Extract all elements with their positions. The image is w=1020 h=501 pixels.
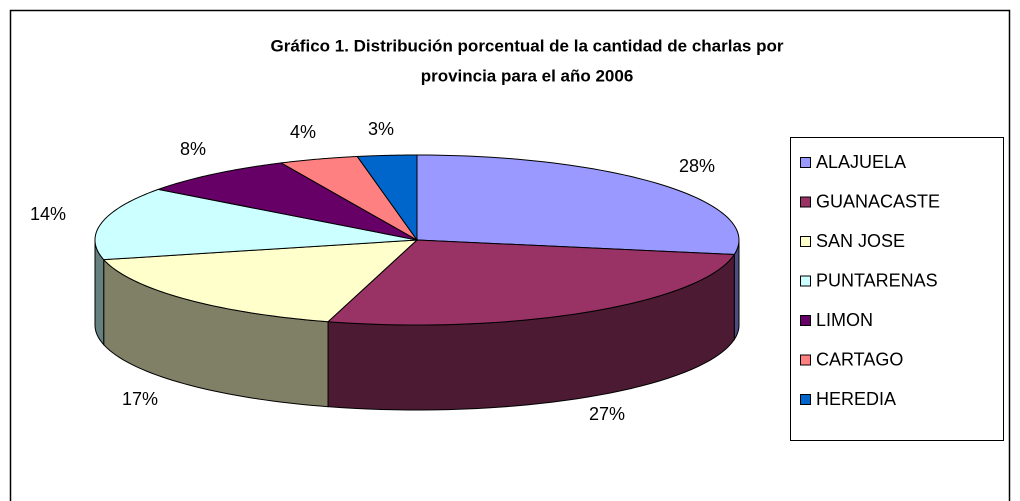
legend-label: ALAJUELA <box>816 152 906 172</box>
legend-swatch <box>800 354 811 366</box>
chart-title: Gráfico 1. Distribución porcentual de la… <box>271 36 784 55</box>
pie-slice <box>356 154 418 242</box>
legend-swatch <box>800 394 811 405</box>
legend-swatch <box>800 275 811 287</box>
legend-box <box>790 137 1004 441</box>
legend-label: PUNTARENAS <box>816 270 938 290</box>
legend-swatch <box>800 236 811 247</box>
data-label: 27% <box>589 404 625 424</box>
pie-slice <box>279 155 418 241</box>
chart-title: provincia para el año 2006 <box>421 66 634 85</box>
pie-slice <box>102 239 419 323</box>
pie-slice <box>326 239 736 326</box>
legend-label: SAN JOSE <box>816 231 905 251</box>
data-label: 8% <box>180 139 206 159</box>
data-label: 17% <box>122 389 158 409</box>
legend-swatch <box>800 196 811 208</box>
legend-label: GUANACASTE <box>816 191 940 211</box>
legend-label: HEREDIA <box>816 389 896 409</box>
legend-label: CARTAGO <box>816 349 903 369</box>
data-label: 3% <box>368 119 394 139</box>
legend-swatch <box>800 315 811 326</box>
pie-slice <box>94 188 418 261</box>
pie-slice <box>156 162 418 241</box>
data-label: 28% <box>679 156 715 176</box>
legend-swatch <box>800 157 811 168</box>
pie-slice <box>416 154 740 255</box>
data-label: 4% <box>290 122 316 142</box>
data-label: 14% <box>30 204 66 224</box>
pie-side <box>733 239 740 342</box>
legend-label: LIMON <box>816 310 873 330</box>
